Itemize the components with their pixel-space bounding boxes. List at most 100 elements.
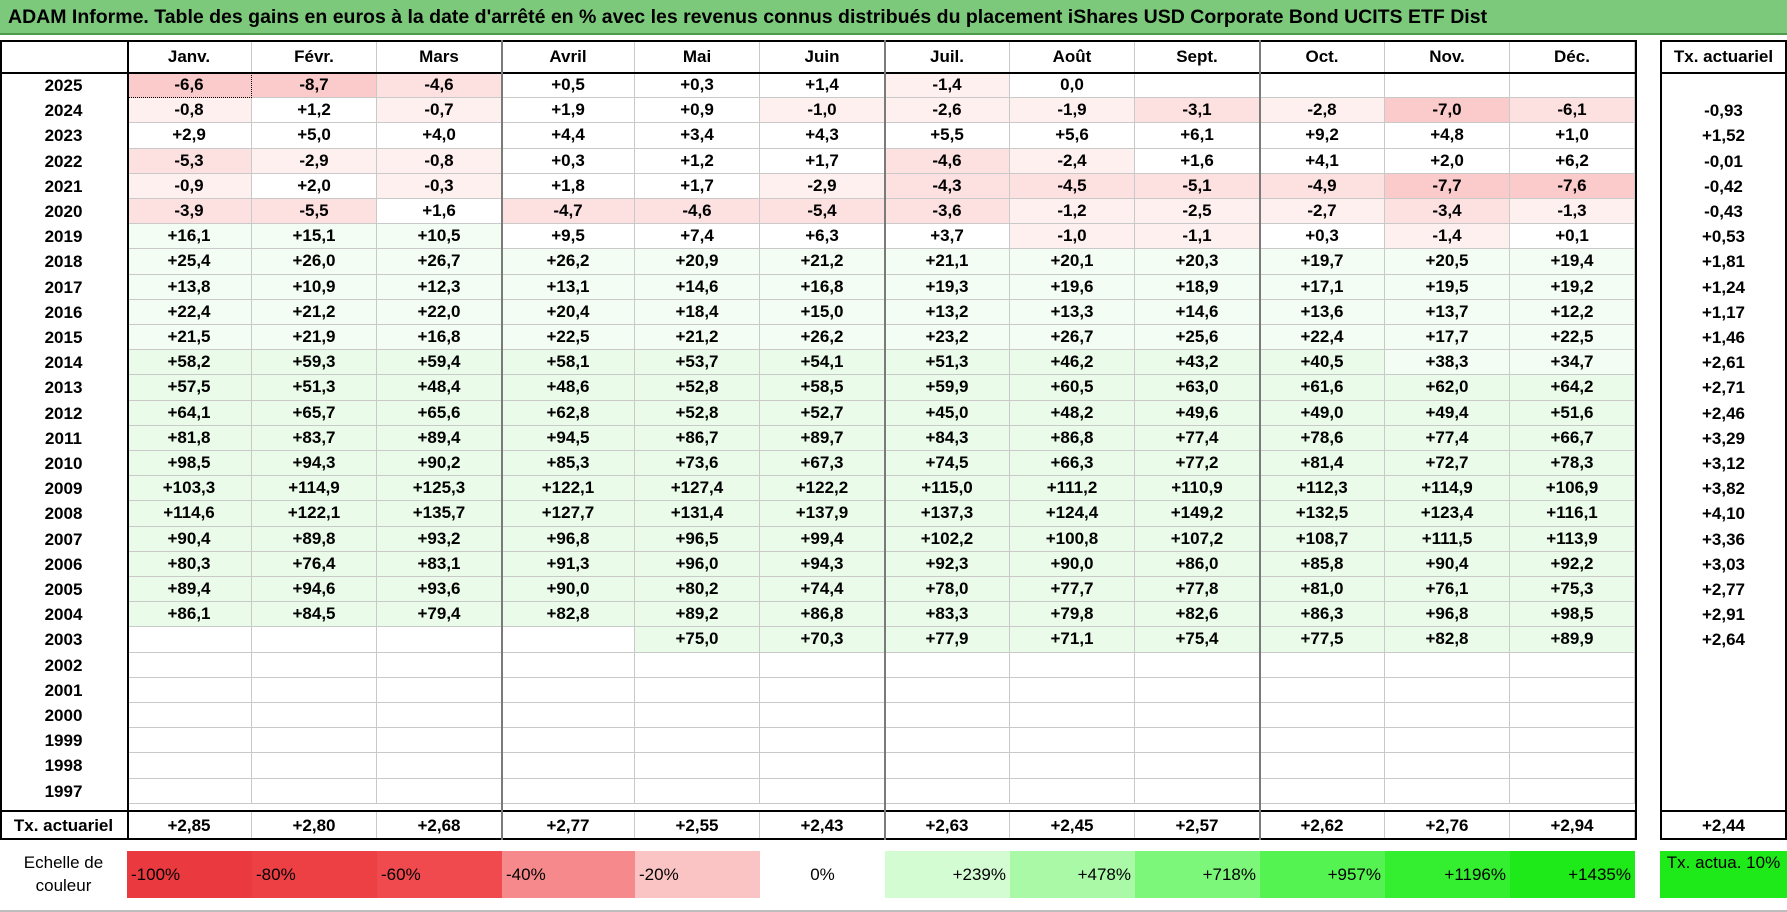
table-cell (760, 703, 885, 729)
month-header-10: Oct. (1260, 40, 1385, 73)
table-cell (635, 677, 760, 703)
table-cell: +74,5 (885, 451, 1010, 477)
table-cell: +20,4 (502, 299, 635, 325)
table-cell (635, 728, 760, 754)
table-cell: +114,9 (1385, 476, 1510, 502)
table-cell: +25,4 (127, 249, 252, 275)
year-label: 2024 (44, 101, 83, 121)
color-scale-swatch: +718% (1135, 851, 1260, 898)
table-cell: +0,9 (635, 98, 760, 124)
table-cell: +15,0 (760, 299, 885, 325)
table-cell: +21,5 (127, 325, 252, 351)
table-cell: +4,4 (502, 123, 635, 149)
table-cell: +26,7 (377, 249, 502, 275)
year-label: 1998 (44, 756, 83, 776)
table-cell (1510, 778, 1635, 804)
month-header-5: Mai (635, 40, 760, 73)
color-scale-swatch: -40% (502, 851, 635, 898)
table-cell: +18,4 (635, 299, 760, 325)
color-scale-swatch: 0% (760, 851, 885, 898)
table-cell: -1,2 (1010, 199, 1135, 225)
table-cell (1510, 753, 1635, 779)
table-cell: +89,4 (377, 425, 502, 451)
table-cell (502, 652, 635, 678)
table-cell (252, 627, 377, 653)
table-cell: +0,5 (502, 73, 635, 99)
table-cell (1385, 677, 1510, 703)
table-cell: +75,4 (1135, 627, 1260, 653)
table-cell: +73,6 (635, 451, 760, 477)
table-cell (635, 652, 760, 678)
year-label: 2001 (44, 680, 83, 700)
color-scale-swatch: +478% (1010, 851, 1135, 898)
year-label: 2009 (44, 479, 83, 499)
table-cell: +20,1 (1010, 249, 1135, 275)
table-cell: +51,3 (885, 350, 1010, 376)
table-cell: +19,7 (1260, 249, 1385, 275)
table-cell (1010, 652, 1135, 678)
quarter-separator (1259, 40, 1261, 840)
year-label: 2002 (44, 655, 83, 675)
table-cell: +52,8 (635, 400, 760, 426)
table-cell: +0,3 (1260, 224, 1385, 250)
table-cell (127, 677, 252, 703)
table-cell: -6,6 (127, 73, 252, 99)
quarter-separator (501, 40, 503, 840)
table-cell (885, 753, 1010, 779)
table-cell: +4,1 (1260, 148, 1385, 174)
table-cell (1510, 703, 1635, 729)
table-cell: -5,1 (1135, 173, 1260, 199)
table-cell: +18,9 (1135, 274, 1260, 300)
month-header-9: Sept. (1135, 40, 1260, 73)
table-cell: +13,3 (1010, 299, 1135, 325)
table-cell (1135, 703, 1260, 729)
table-cell: +63,0 (1135, 375, 1260, 401)
table-cell: +81,8 (127, 425, 252, 451)
table-cell: +75,3 (1510, 577, 1635, 603)
table-cell: +20,3 (1135, 249, 1260, 275)
table-cell: +48,4 (377, 375, 502, 401)
table-cell (760, 728, 885, 754)
table-cell: +1,2 (252, 98, 377, 124)
footer-value: +2,57 (1135, 811, 1260, 840)
year-label: 1997 (44, 781, 83, 801)
color-scale-swatch: +1435% (1510, 851, 1635, 898)
table-cell: -1,1 (1135, 224, 1260, 250)
table-cell (377, 677, 502, 703)
year-label: 2008 (44, 504, 83, 524)
table-cell: +1,0 (1510, 123, 1635, 149)
table-cell: +110,9 (1135, 476, 1260, 502)
tx-actuariel-cell: +1,46 (1701, 328, 1745, 347)
table-cell: +89,2 (635, 602, 760, 628)
tx-actuariel-cell: -0,01 (1704, 151, 1743, 171)
table-cell (1510, 677, 1635, 703)
table-cell: +45,0 (885, 400, 1010, 426)
table-cell (760, 677, 885, 703)
table-cell: +132,5 (1260, 501, 1385, 527)
table-cell: +48,6 (502, 375, 635, 401)
table-cell: +1,8 (502, 173, 635, 199)
table-cell: +111,5 (1385, 526, 1510, 552)
table-cell: +59,3 (252, 350, 377, 376)
tx-actuariel-cell: -0,43 (1704, 202, 1743, 221)
table-cell: +86,7 (635, 425, 760, 451)
table-cell: +86,8 (760, 602, 885, 628)
table-cell: +65,7 (252, 400, 377, 426)
color-scale-swatch: +957% (1260, 851, 1385, 898)
table-cell: +66,7 (1510, 425, 1635, 451)
table-cell: +102,2 (885, 526, 1010, 552)
table-cell: -1,0 (1010, 224, 1135, 250)
table-cell: +98,5 (1510, 602, 1635, 628)
table-cell: +59,4 (377, 350, 502, 376)
tx-actuariel-cell: -0,42 (1704, 176, 1743, 196)
year-label: 2023 (44, 126, 83, 146)
table-cell: +122,2 (760, 476, 885, 502)
footer-value: +2,68 (377, 811, 502, 840)
table-cell (1385, 778, 1510, 804)
table-cell: +111,2 (1010, 476, 1135, 502)
table-cell: +0,3 (502, 148, 635, 174)
table-cell (1135, 778, 1260, 804)
table-cell: +96,8 (502, 526, 635, 552)
header-separator-tx (1660, 72, 1787, 74)
table-cell: +10,9 (252, 274, 377, 300)
